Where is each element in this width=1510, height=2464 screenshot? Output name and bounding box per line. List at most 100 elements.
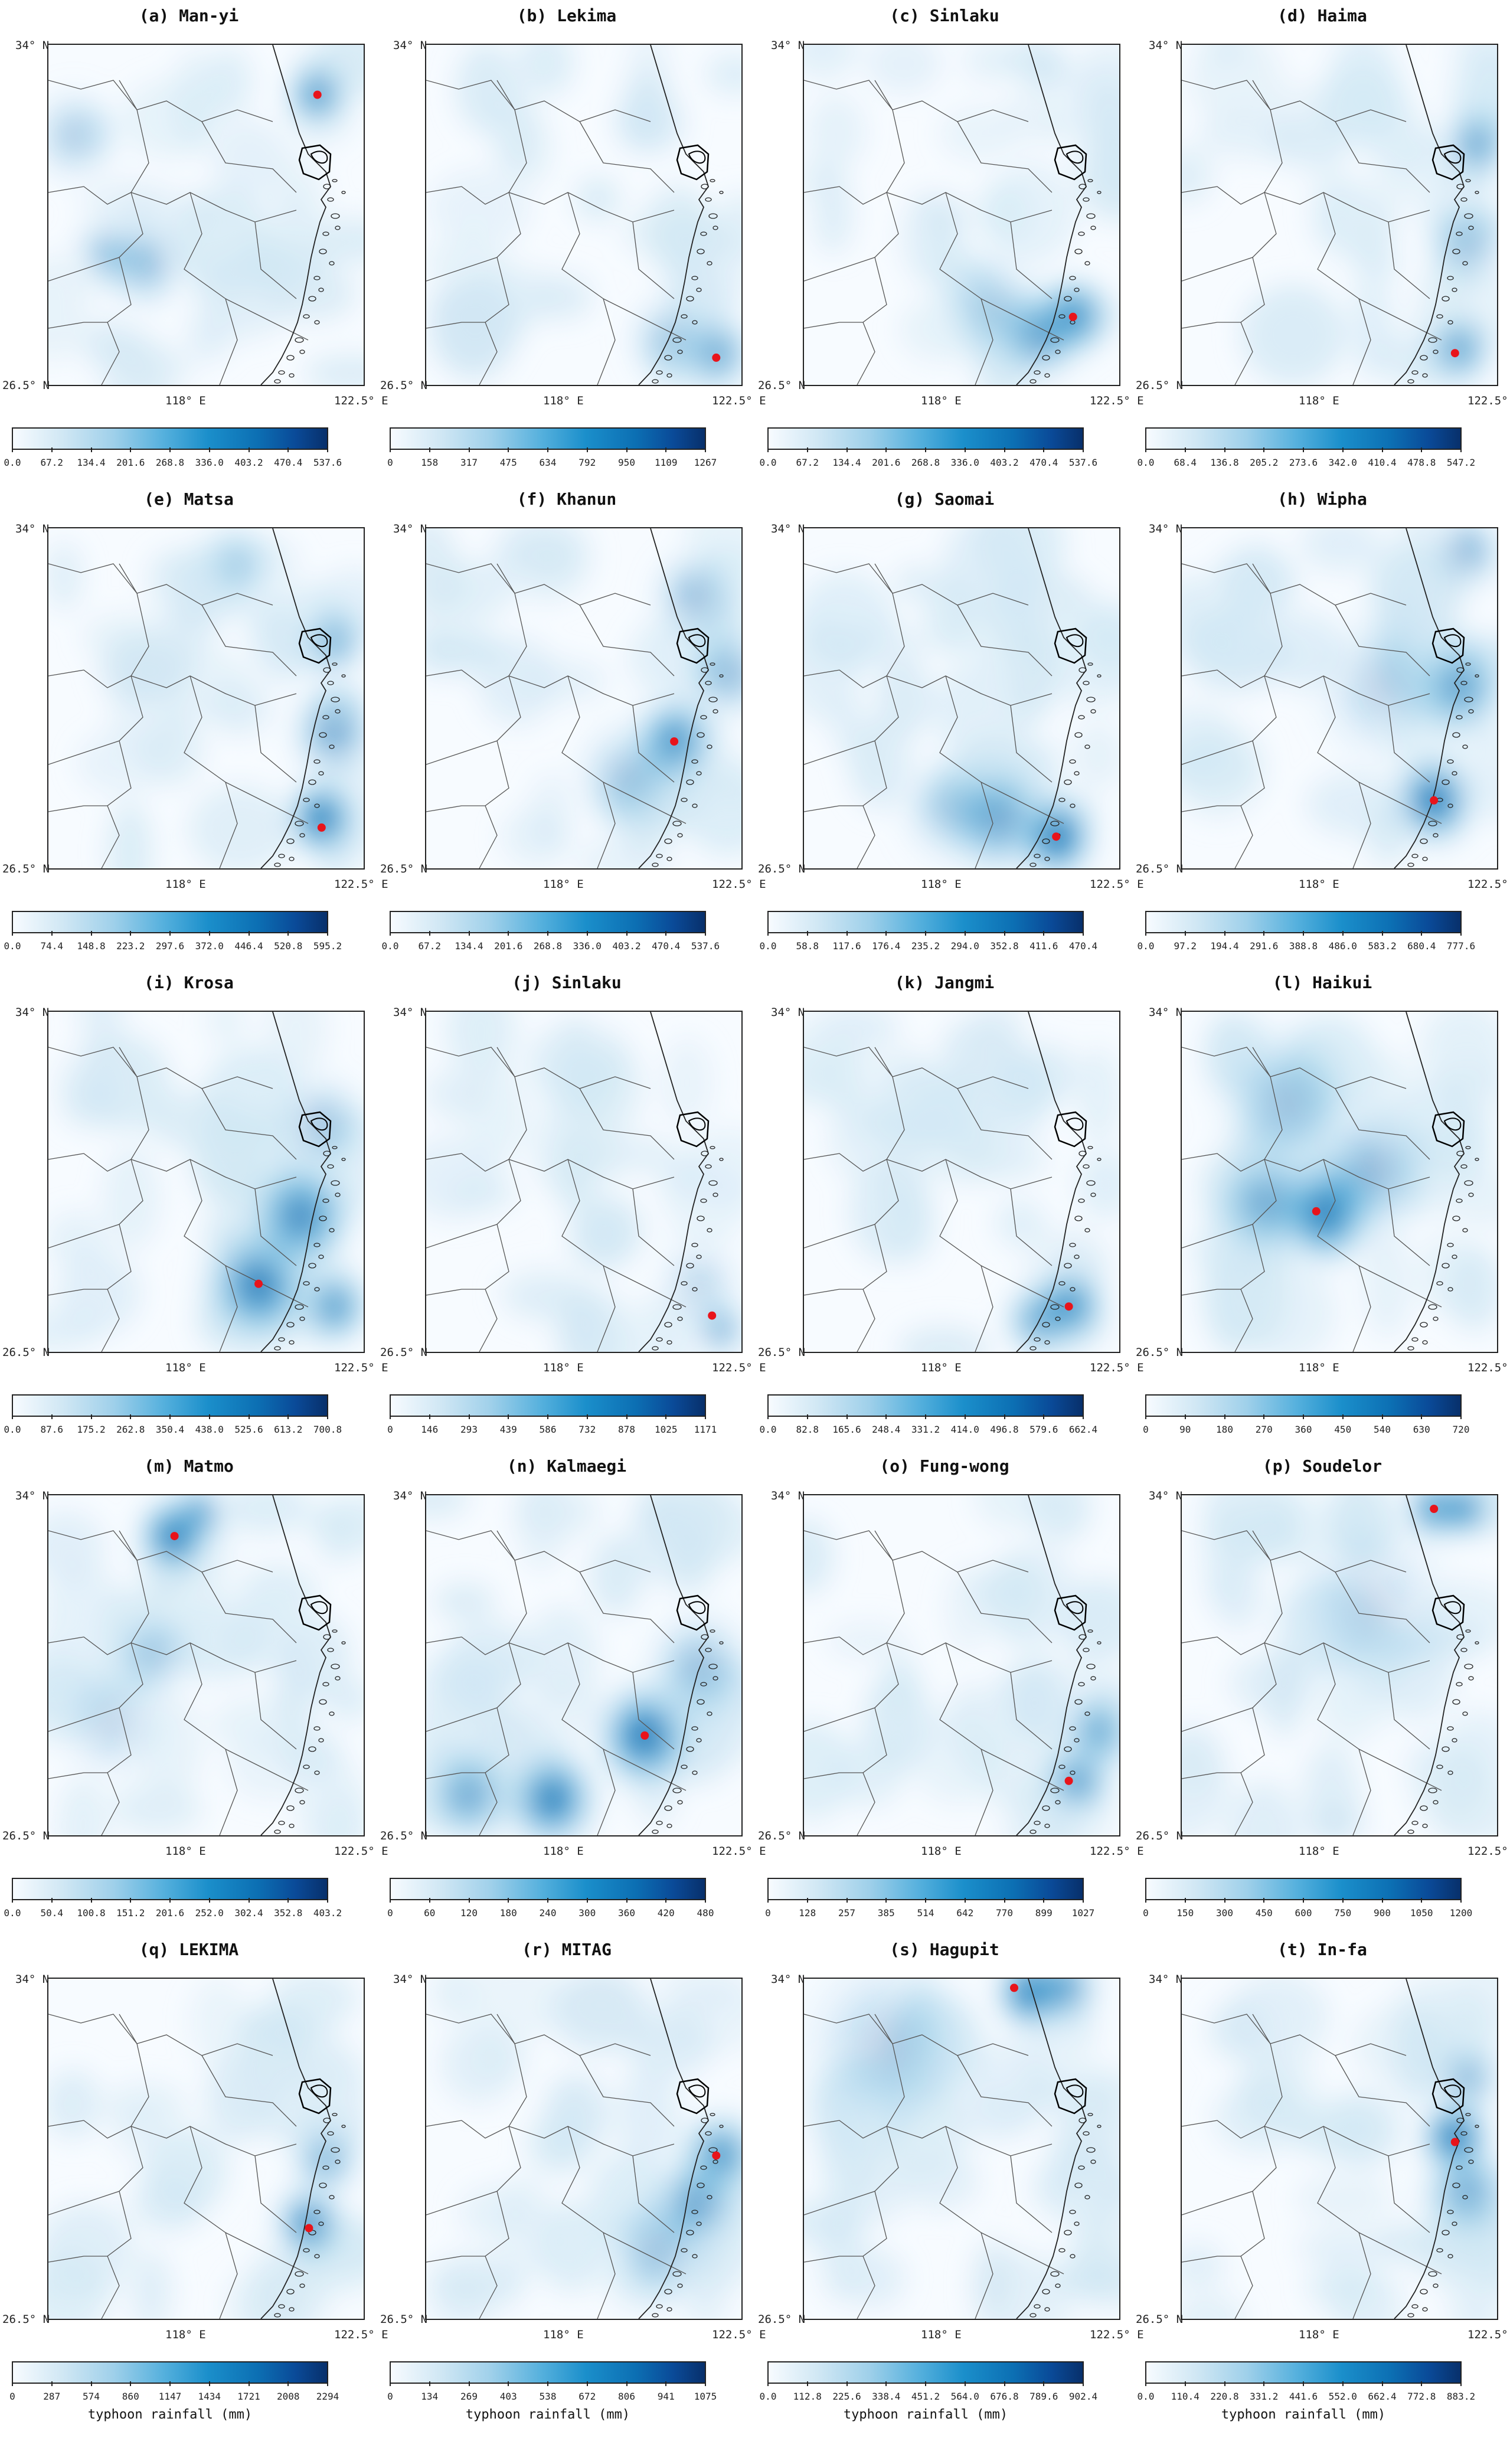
province-border xyxy=(1182,2256,1241,2263)
island-outline xyxy=(1420,838,1428,844)
province-border xyxy=(1252,80,1283,258)
colorbar-label: typhoon rainfall (mm) xyxy=(465,2407,630,2422)
island-outline xyxy=(1456,231,1463,236)
island-outline xyxy=(313,1726,321,1731)
rainfall-texture xyxy=(613,94,687,154)
province-border xyxy=(874,2014,905,2192)
province-border xyxy=(561,192,616,385)
coastline xyxy=(1394,1012,1465,1352)
rainfall-texture xyxy=(1288,2100,1387,2159)
colorbar-tick-mark xyxy=(1224,1898,1225,1903)
panel-title: (t) In-fa xyxy=(1277,1940,1367,1959)
island-outline xyxy=(278,2304,285,2309)
island-outline xyxy=(677,1800,683,1805)
island-outline xyxy=(1084,261,1090,266)
colorbar-tick-label: 475 xyxy=(499,457,517,468)
rainfall-texture xyxy=(509,112,553,186)
rainfall-texture xyxy=(1227,1782,1301,1835)
lon-label-118: 118° E xyxy=(921,878,962,891)
island-outline xyxy=(1447,759,1454,764)
colorbar-tick-label: 514 xyxy=(917,1907,934,1919)
island-outline xyxy=(295,2271,304,2277)
typhoon-center-marker xyxy=(712,353,721,362)
colorbar-tick-mark xyxy=(12,447,13,452)
island-outline xyxy=(1058,314,1066,319)
colorbar-tick-label: 0.0 xyxy=(759,1424,777,1435)
rainfall-blob xyxy=(65,207,149,300)
island-outline xyxy=(1064,1263,1072,1269)
island-outline xyxy=(681,1764,688,1769)
colorbar-tick-mark xyxy=(169,1898,171,1903)
colorbar-tick-mark xyxy=(806,2381,808,2386)
map-panel: (g) Saomai 34° N 26.5° N 118° E 122.5° E 0.0 5… xyxy=(756,487,1144,971)
colorbar xyxy=(767,1878,1084,1900)
map-panel: (e) Matsa 34° N 26.5° N 118° E 122.5° E 0.0 74… xyxy=(0,487,388,971)
province-border xyxy=(119,2014,149,2192)
island-outline xyxy=(656,370,663,375)
island-outline xyxy=(1097,1641,1102,1645)
island-outline xyxy=(1084,2195,1090,2200)
island-outline xyxy=(681,314,688,319)
province-border xyxy=(184,675,238,868)
island-outline xyxy=(1460,197,1467,202)
rainfall-texture xyxy=(527,532,584,597)
province-border xyxy=(1317,1159,1371,1352)
lat-label-bottom: 26.5° N xyxy=(2,1346,50,1359)
colorbar-tick-mark xyxy=(287,447,289,452)
island-outline xyxy=(1034,1337,1041,1342)
island-outline xyxy=(691,1243,698,1247)
rainfall-texture xyxy=(909,1122,1005,1184)
island-outline xyxy=(1462,1228,1468,1233)
colorbar-tick-mark xyxy=(806,931,808,936)
province-border xyxy=(804,2120,1053,2156)
rainfall-blob xyxy=(649,1228,741,1339)
island-outline xyxy=(1428,2271,1437,2277)
colorbar-tick-mark xyxy=(1043,2381,1045,2386)
rainfall-texture xyxy=(1438,1104,1492,1189)
colorbar-tick-mark xyxy=(665,1898,667,1903)
colorbar-tick-mark xyxy=(327,2381,328,2386)
estuary-outline xyxy=(1443,2084,1462,2098)
island-outline xyxy=(666,1824,672,1828)
estuary-outline xyxy=(1443,634,1462,648)
colorbar-tick-mark xyxy=(1342,447,1344,452)
island-outline xyxy=(329,2195,335,2200)
province-border xyxy=(579,1088,675,1160)
province-border xyxy=(1317,675,1371,868)
colorbar-tick-mark xyxy=(1145,931,1146,936)
province-border xyxy=(426,2120,675,2156)
colorbar-tick-mark xyxy=(1083,1414,1084,1419)
lon-label-1225: 122.5° E xyxy=(1090,394,1144,407)
rainfall-map-svg xyxy=(804,1979,1119,2319)
island-outline xyxy=(329,1711,335,1716)
rainfall-blob xyxy=(292,595,364,688)
rainfall-field xyxy=(1182,528,1497,866)
island-outline xyxy=(1447,2210,1454,2214)
colorbar-tick-mark xyxy=(468,1898,470,1903)
province-border xyxy=(1010,1672,1053,1750)
island-outline xyxy=(318,1738,324,1743)
colorbar-label: typhoon rainfall (mm) xyxy=(843,2407,1008,2422)
island-outline xyxy=(314,1287,320,1292)
colorbar-tick-mark xyxy=(1381,931,1383,936)
colorbar-tick-label: 352.8 xyxy=(274,1907,303,1919)
province-border xyxy=(804,740,887,868)
island-outline xyxy=(700,1682,707,1687)
colorbar-tick-label: 60 xyxy=(424,1907,436,1919)
province-border xyxy=(804,1636,1053,1673)
island-outline xyxy=(299,1800,305,1805)
island-outline xyxy=(1083,197,1090,202)
colorbar-tick-mark xyxy=(665,447,667,452)
province-border xyxy=(1182,669,1430,706)
colorbar-tick-mark xyxy=(1303,1898,1304,1903)
colorbar-tick-label: 291.6 xyxy=(1250,940,1279,952)
estuary-outline xyxy=(310,151,328,164)
colorbar-tick-label: 540 xyxy=(1374,1424,1391,1435)
colorbar-tick-label: 0.0 xyxy=(4,940,21,952)
province-border xyxy=(48,1289,107,1296)
colorbar-tick-mark xyxy=(626,1898,627,1903)
rainfall-texture xyxy=(1182,732,1261,805)
colorbar-label: typhoon rainfall (mm) xyxy=(87,2407,253,2422)
rainfall-blob xyxy=(1417,302,1497,385)
colorbar-tick-mark xyxy=(626,2381,627,2386)
